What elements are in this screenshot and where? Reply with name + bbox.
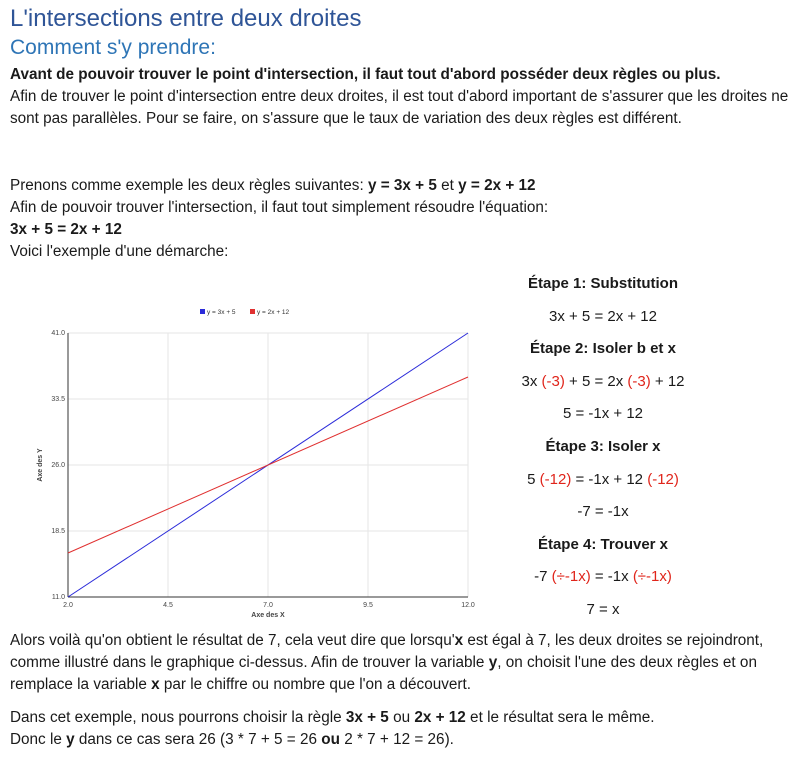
x-tick-label: 9.5 bbox=[363, 602, 373, 609]
rule-ref: 2x + 12 bbox=[414, 709, 466, 726]
step-1-equation: 3x + 5 = 2x + 12 bbox=[549, 307, 657, 325]
y-tick-label: 26.0 bbox=[51, 462, 65, 469]
rule-ref: 3x + 5 bbox=[345, 709, 389, 726]
eq-operation: (÷-1x) bbox=[632, 568, 672, 586]
text-run: Donc le bbox=[10, 731, 67, 748]
example-instruction: Afin de pouvoir trouver l'intersection, … bbox=[10, 199, 549, 216]
y-tick-label: 11.0 bbox=[52, 594, 65, 601]
var-y: y bbox=[488, 654, 498, 671]
rule-1: y = 3x + 5 bbox=[367, 177, 437, 194]
legend-swatch bbox=[250, 309, 255, 314]
x-tick-label: 2.0 bbox=[63, 602, 73, 609]
eq-operation: (-12) bbox=[539, 470, 572, 488]
conclusion-paragraph-2: Dans cet exemple, nous pourrons choisir … bbox=[10, 707, 795, 729]
eq-part: + 5 = 2x bbox=[564, 372, 628, 390]
intro-bold: Avant de pouvoir trouver le point d'inte… bbox=[10, 66, 721, 83]
x-tick-label: 4.5 bbox=[163, 602, 173, 609]
rule-2: y = 2x + 12 bbox=[458, 177, 536, 194]
word-ou: ou bbox=[321, 731, 340, 748]
y-tick-label: 18.5 bbox=[51, 528, 65, 535]
example-intro-demarche: Voici l'exemple d'une démarche: bbox=[10, 243, 229, 260]
example-rules: Prenons comme exemple les deux règles su… bbox=[10, 175, 795, 197]
eq-operation: (-3) bbox=[627, 372, 651, 390]
var-y: y bbox=[66, 731, 75, 748]
intro-text: Afin de trouver le point d'intersection … bbox=[10, 88, 789, 127]
example-mid: et bbox=[436, 177, 459, 194]
section-subtitle: Comment s'y prendre: bbox=[10, 36, 216, 59]
y-axis-label: Axe des Y bbox=[37, 448, 44, 482]
step-4-equation-2: 7 = x bbox=[586, 600, 620, 618]
text-run: , on choisit l'une des deux règles et on… bbox=[10, 654, 757, 693]
step-3-title: Étape 3: Isoler x bbox=[545, 437, 661, 455]
step-3-equation-2: -7 = -1x bbox=[577, 503, 629, 521]
text-run: Alors voilà qu'on obtient le résultat de… bbox=[10, 632, 455, 649]
text-run: par le chiffre ou nombre que l'on a déco… bbox=[159, 676, 471, 693]
legend-label: y = 3x + 5 bbox=[207, 309, 236, 316]
text-run: dans ce cas sera 26 (3 * 7 + 5 = 26 bbox=[74, 731, 322, 748]
step-4-equation-1: -7 (÷-1x) = -1x (÷-1x) bbox=[502, 565, 704, 598]
example-equation: 3x + 5 = 2x + 12 bbox=[10, 221, 122, 238]
eq-operation: (-3) bbox=[541, 372, 565, 390]
eq-part: = -1x bbox=[590, 568, 633, 586]
step-2-title: Étape 2: Isoler b et x bbox=[530, 340, 676, 358]
y-tick-label: 33.5 bbox=[51, 396, 65, 403]
eq-operation: (÷-1x) bbox=[551, 568, 591, 586]
text-run: 2 * 7 + 12 = 26). bbox=[339, 731, 454, 748]
eq-part: = -1x + 12 bbox=[571, 470, 648, 488]
intersection-chart: 2.0 4.5 7.0 9.5 12.0 11.0 18.5 26.0 33.5 41.0 Axe … bbox=[37, 309, 475, 619]
x-tick-label: 7.0 bbox=[263, 602, 273, 609]
eq-part: -7 bbox=[534, 568, 552, 586]
eq-operation: (-12) bbox=[647, 470, 679, 488]
x-tick-label: 12.0 bbox=[461, 602, 475, 609]
eq-part: + 12 bbox=[650, 372, 685, 390]
y-tick-label: 41.0 bbox=[51, 330, 65, 337]
example-prefix: Prenons comme exemple les deux règles su… bbox=[10, 177, 368, 194]
text-run: ou bbox=[388, 709, 415, 726]
step-2-equation-2: 5 = -1x + 12 bbox=[562, 405, 644, 423]
step-3-equation-1: 5 (-12) = -1x + 12 (-12) bbox=[502, 468, 704, 501]
conclusion-paragraph-3: Donc le y dans ce cas sera 26 (3 * 7 + 5… bbox=[10, 729, 795, 751]
x-axis-label: Axe des X bbox=[251, 612, 285, 619]
step-1-title: Étape 1: Substitution bbox=[528, 275, 678, 292]
text-run: et le résultat sera le même. bbox=[465, 709, 655, 726]
var-x: x bbox=[151, 676, 160, 693]
conclusion-paragraph-1: Alors voilà qu'on obtient le résultat de… bbox=[10, 630, 795, 696]
eq-part: 5 bbox=[527, 470, 540, 488]
legend-swatch bbox=[200, 309, 205, 314]
eq-part: 3x bbox=[521, 372, 542, 390]
series-line bbox=[67, 376, 469, 554]
page-title: L'intersections entre deux droites bbox=[10, 5, 362, 32]
step-2-equation-1: 3x (-3) + 5 = 2x (-3) + 12 bbox=[502, 370, 704, 403]
text-run: Dans cet exemple, nous pourrons choisir … bbox=[10, 709, 346, 726]
legend-label: y = 2x + 12 bbox=[257, 309, 290, 316]
step-4-title: Étape 4: Trouver x bbox=[537, 535, 669, 553]
var-x: x bbox=[454, 632, 464, 649]
solution-steps: Étape 1: Substitution 3x + 5 = 2x + 12 É… bbox=[502, 272, 704, 631]
text-run: est égal à 7, les deux droites se rejoin… bbox=[10, 632, 764, 671]
